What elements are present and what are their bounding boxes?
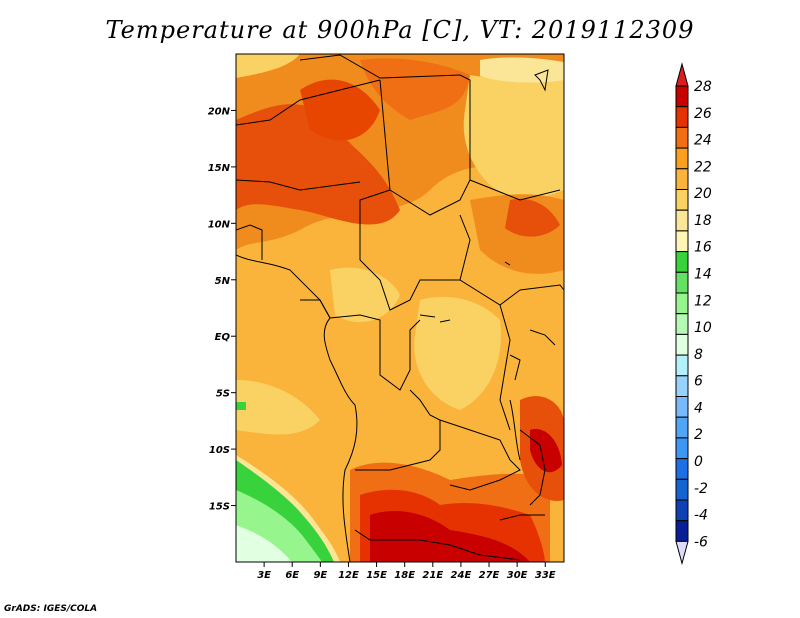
- lon-tick-label: 18E: [394, 570, 415, 581]
- colorbar-swatch: [675, 396, 689, 418]
- lon-tick-label: 24E: [451, 570, 472, 581]
- lon-tick-label: 3E: [257, 570, 271, 581]
- colorbar-label: 8: [694, 347, 703, 363]
- colorbar-swatch: [675, 209, 689, 232]
- lat-tick-label: 10N: [208, 219, 231, 230]
- colorbar-swatch: [675, 478, 689, 501]
- lon-tick-label: 9E: [313, 570, 327, 581]
- colorbar-swatch: [675, 189, 689, 211]
- colorbar-swatch: [675, 147, 689, 170]
- colorbar-label: 26: [694, 106, 712, 122]
- colorbar-swatch: [675, 313, 689, 335]
- colorbar-label: 16: [694, 240, 712, 256]
- lat-tick-label: 20N: [208, 106, 231, 117]
- colorbar-label: 12: [694, 293, 712, 309]
- lat-tick-label: 10S: [209, 445, 230, 456]
- lon-tick-label: 6E: [285, 570, 299, 581]
- colorbar-swatch: [675, 126, 689, 149]
- colorbar-label: 20: [694, 186, 712, 202]
- colorbar-swatch: [675, 499, 689, 522]
- colorbar-swatch: [675, 354, 689, 377]
- colorbar-label: -4: [694, 508, 708, 524]
- colorbar-label: 22: [694, 159, 712, 175]
- colorbar-label: 10: [694, 320, 712, 336]
- country-borders: [236, 54, 564, 562]
- colorbar-swatch: [675, 106, 689, 128]
- latitude-axis: 20N 15N 10N 5N EQ 5S 10S 15S: [208, 106, 236, 513]
- longitude-axis: 3E 6E 9E 12E 15E 18E 21E 24E 27E 30E 33E: [257, 562, 556, 581]
- map-frame: [235, 53, 565, 563]
- colorbar-label: -2: [694, 481, 708, 497]
- lon-tick-label: 12E: [338, 570, 359, 581]
- lat-tick-label: 15N: [208, 163, 231, 174]
- colorbar-swatch: [675, 416, 689, 439]
- colorbar-swatch: [675, 251, 689, 273]
- colorbar-label: 0: [694, 454, 703, 470]
- colorbar-label: -6: [694, 534, 708, 550]
- colorbar-label: 24: [694, 133, 712, 149]
- colorbar-swatch: [675, 333, 689, 356]
- colorbar-top-triangle: [675, 62, 689, 87]
- colorbar-label: 4: [694, 400, 703, 416]
- colorbar-swatch: [675, 458, 689, 480]
- colorbar-label: 28: [694, 79, 712, 95]
- map-title: Temperature at 900hPa [C], VT: 201911230…: [105, 16, 695, 44]
- colorbar-swatch: [675, 230, 689, 253]
- colorbar-swatch: [675, 292, 689, 315]
- lon-tick-label: 33E: [535, 570, 556, 581]
- lat-tick-label: 5S: [216, 389, 230, 400]
- colorbar-bottom-triangle: [675, 540, 689, 566]
- lon-tick-label: 15E: [366, 570, 387, 581]
- colorbar-label: 14: [694, 267, 712, 283]
- grads-credit: GrADS: IGES/COLA: [4, 604, 98, 614]
- colorbar-swatch: [675, 168, 689, 191]
- colorbar-swatch: [675, 271, 689, 294]
- lon-tick-label: 27E: [479, 570, 500, 581]
- lat-tick-label: EQ: [215, 332, 231, 343]
- colorbar-label: 6: [694, 374, 703, 390]
- colorbar-swatch: [675, 520, 689, 542]
- lat-tick-label: 5N: [215, 276, 231, 287]
- colorbar-label: 18: [694, 213, 712, 229]
- lon-tick-label: 30E: [507, 570, 528, 581]
- temperature-field: [236, 54, 564, 562]
- colorbar-swatch: [675, 85, 689, 108]
- colorbar-swatch: [675, 437, 689, 460]
- colorbar-label: 2: [694, 427, 703, 443]
- colorbar-swatch: [675, 375, 689, 397]
- lon-tick-label: 21E: [422, 570, 443, 581]
- lat-tick-label: 15S: [209, 502, 230, 513]
